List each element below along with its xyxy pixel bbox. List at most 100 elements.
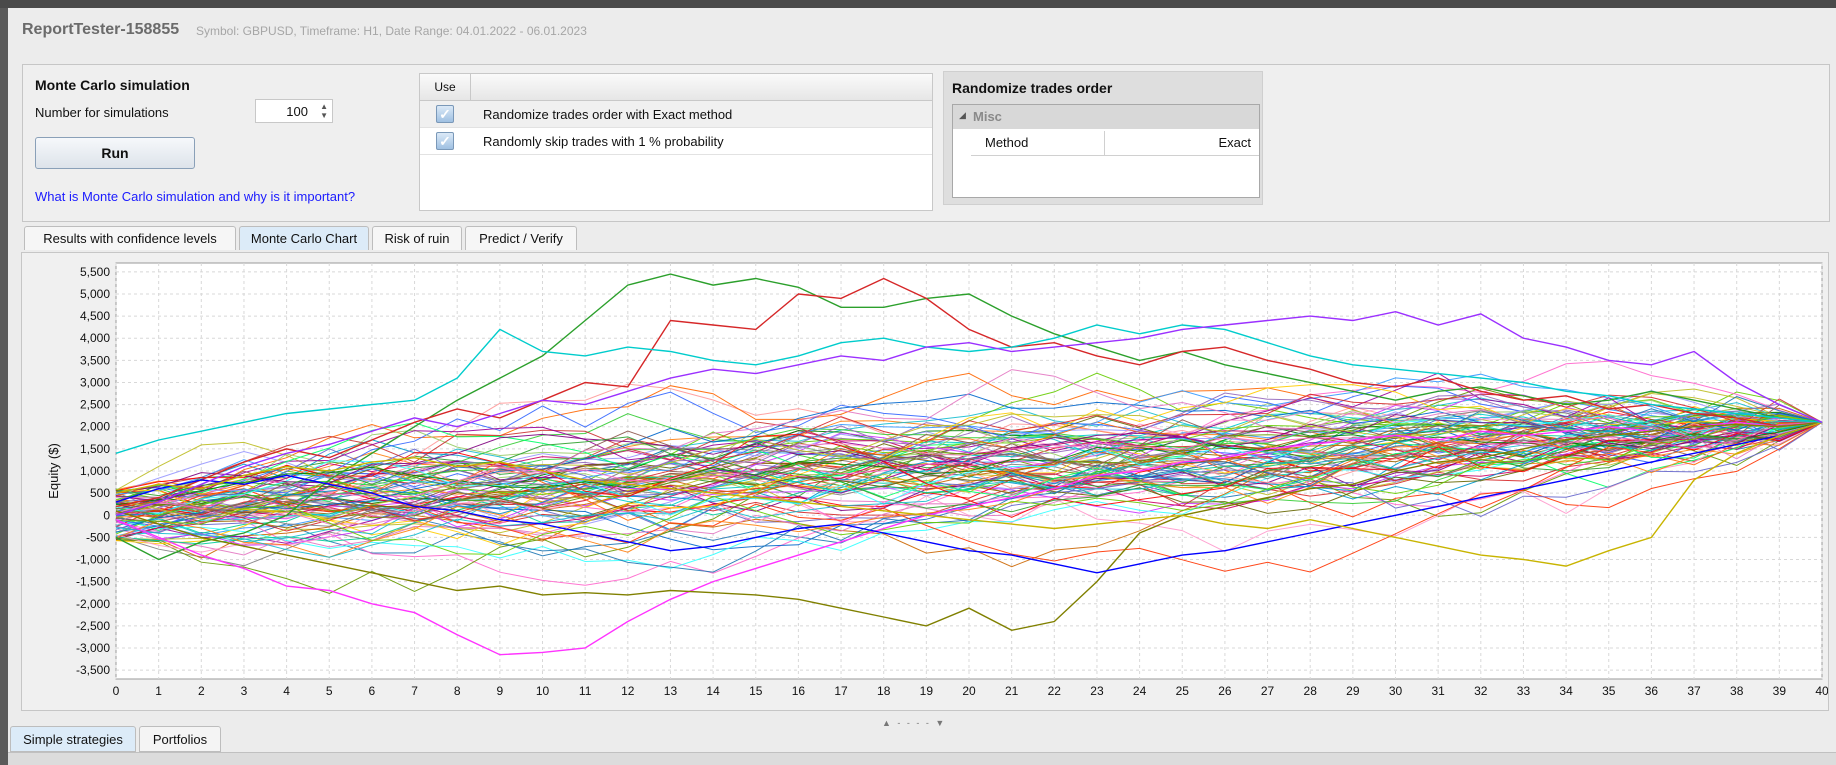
x-tick-label: 2 — [198, 684, 205, 698]
x-tick-label: 39 — [1773, 684, 1787, 698]
simulation-line — [115, 411, 1823, 528]
simulations-spinner[interactable]: 100 ▲ ▼ — [255, 99, 333, 123]
simulation-line — [115, 421, 1823, 539]
title-bar: ReportTester-158855 Symbol: GBPUSD, Time… — [8, 8, 1836, 52]
y-tick-label: 1,000 — [80, 464, 110, 478]
simulation-line — [115, 414, 1823, 555]
y-tick-label: -3,000 — [76, 641, 110, 655]
x-tick-label: 36 — [1645, 684, 1659, 698]
bottom-strip — [8, 752, 1836, 765]
x-tick-labels: 0 1 2 3 4 5 6 7 8 9 10 11 12 13 14 15 16 17 18 19 20 21 22 23 24… — [113, 684, 1828, 698]
checkbox-checked-icon[interactable]: ✓ — [436, 105, 454, 123]
y-tick-label: 3,000 — [80, 375, 110, 389]
simulation-line — [115, 405, 1823, 545]
simulation-line — [115, 410, 1823, 569]
simulation-line — [115, 421, 1823, 553]
equity-chart: 5,500 5,000 4,500 4,000 3,500 3,000 2,500 2,000… — [46, 262, 1828, 698]
x-tick-label: 11 — [579, 684, 592, 698]
x-tick-label: 6 — [369, 684, 376, 698]
simulation-line — [115, 384, 1823, 546]
x-tick-label: 0 — [113, 684, 120, 698]
x-tick-label: 17 — [834, 684, 848, 698]
simulation-line — [115, 413, 1823, 558]
simulation-line — [115, 421, 1823, 567]
y-tick-label: 5,500 — [80, 265, 110, 279]
options-table-header: Use — [420, 74, 932, 101]
x-tick-label: 3 — [241, 684, 248, 698]
simulation-line — [115, 390, 1823, 515]
x-tick-label: 28 — [1304, 684, 1318, 698]
category-label: Misc — [973, 109, 1002, 124]
tab-risk-of-ruin[interactable]: Risk of ruin — [372, 226, 462, 250]
simulation-line — [116, 369, 1823, 525]
simulation-line — [115, 421, 1823, 567]
y-tick-label: 1,500 — [80, 442, 110, 456]
property-value[interactable]: Exact — [1218, 135, 1251, 150]
y-tick-label: 3,500 — [80, 353, 110, 367]
simulations-value[interactable]: 100 — [286, 104, 308, 119]
simulation-line — [115, 421, 1823, 511]
monte-carlo-chart-panel: 5,500 5,000 4,500 4,000 3,500 3,000 2,500 2,000… — [21, 252, 1829, 711]
simulation-line — [115, 324, 1823, 454]
run-button[interactable]: Run — [35, 137, 195, 169]
x-tick-label: 22 — [1048, 684, 1062, 698]
simulation-line — [115, 421, 1823, 558]
randomize-properties-panel: Randomize trades order ◢ Misc Method Exa… — [943, 71, 1263, 205]
x-tick-label: 20 — [962, 684, 976, 698]
x-tick-label: 21 — [1005, 684, 1019, 698]
x-tick-label: 33 — [1517, 684, 1531, 698]
monte-carlo-title: Monte Carlo simulation — [35, 77, 190, 93]
tab-monte-carlo-chart[interactable]: Monte Carlo Chart — [239, 226, 369, 250]
property-category-misc[interactable]: ◢ Misc — [953, 105, 1259, 129]
tab-portfolios[interactable]: Portfolios — [139, 726, 221, 752]
monte-carlo-settings-panel: Monte Carlo simulation Number for simula… — [22, 64, 1830, 222]
x-tick-label: 1 — [155, 684, 162, 698]
y-tick-label: -500 — [86, 530, 110, 544]
simulations-label: Number for simulations — [35, 105, 169, 120]
simulation-line — [115, 399, 1823, 492]
x-tick-label: 18 — [877, 684, 891, 698]
report-title: ReportTester-158855 — [22, 21, 180, 38]
report-subtitle: Symbol: GBPUSD, Timeframe: H1, Date Rang… — [196, 24, 587, 38]
simulation-line — [115, 373, 1823, 495]
checkbox-checked-icon[interactable]: ✓ — [436, 132, 454, 150]
x-tick-label: 30 — [1389, 684, 1403, 698]
simulation-line — [115, 277, 1823, 508]
x-tick-label: 37 — [1687, 684, 1701, 698]
x-tick-label: 5 — [326, 684, 333, 698]
options-table: Use ✓ Randomize trades order with Exact … — [419, 73, 933, 211]
simulation-line — [115, 393, 1823, 530]
x-tick-label: 15 — [749, 684, 763, 698]
use-column-header[interactable]: Use — [420, 74, 471, 100]
simulation-line — [115, 414, 1823, 493]
x-tick-label: 26 — [1218, 684, 1232, 698]
splitter-handle-icon[interactable]: ▲ - - - - ▼ — [882, 718, 947, 728]
x-tick-label: 7 — [411, 684, 418, 698]
monte-carlo-help-link[interactable]: What is Monte Carlo simulation and why i… — [35, 189, 356, 204]
y-tick-label: 4,500 — [80, 309, 110, 323]
tab-predict-verify[interactable]: Predict / Verify — [465, 226, 577, 250]
x-tick-label: 16 — [792, 684, 806, 698]
y-axis-label: Equity ($) — [46, 443, 61, 499]
option-row-randomize-order[interactable]: ✓ Randomize trades order with Exact meth… — [420, 101, 932, 128]
y-tick-label: -1,000 — [76, 553, 110, 567]
x-tick-label: 8 — [454, 684, 461, 698]
spinner-arrows-icon[interactable]: ▲ ▼ — [320, 102, 328, 120]
simulation-line — [115, 392, 1823, 520]
y-tick-label: 4,000 — [80, 331, 110, 345]
x-tick-label: 4 — [283, 684, 290, 698]
simulation-line — [115, 421, 1823, 517]
top-frame-bar — [0, 0, 1836, 8]
tab-results-confidence[interactable]: Results with confidence levels — [24, 226, 236, 250]
simulation-line — [115, 421, 1823, 656]
property-row-method[interactable]: Method Exact — [971, 131, 1259, 156]
simulation-line — [115, 416, 1823, 551]
tab-simple-strategies[interactable]: Simple strategies — [10, 726, 136, 752]
simulation-line — [115, 421, 1823, 574]
x-tick-label: 29 — [1346, 684, 1360, 698]
collapse-triangle-icon[interactable]: ◢ — [959, 110, 966, 120]
option-row-skip-trades[interactable]: ✓ Randomly skip trades with 1 % probabil… — [420, 128, 932, 155]
y-tick-label: 500 — [90, 486, 110, 500]
simulation-line — [115, 421, 1823, 518]
simulation-line — [115, 421, 1823, 498]
